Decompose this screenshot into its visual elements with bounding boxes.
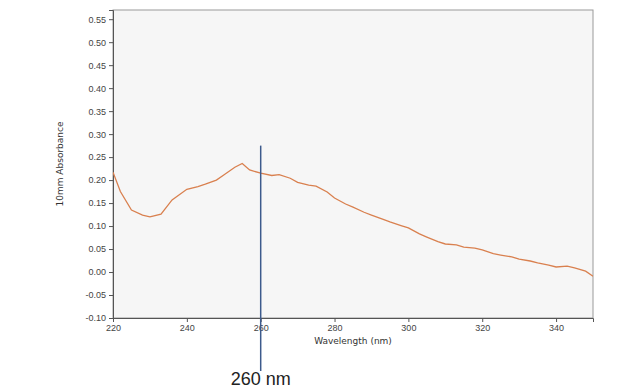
y-tick-label: 0.00: [88, 267, 106, 277]
x-tick-label: 320: [475, 323, 490, 333]
y-axis: -0.10 -0.05 0.00 0.05 0.10 0.15 0.20 0.25 0.30 0.…: [85, 11, 113, 324]
y-tick: 0.20: [88, 175, 113, 185]
y-tick: 0.25: [88, 152, 113, 162]
y-tick-label: 0.35: [88, 107, 106, 117]
chart: -0.10 -0.05 0.00 0.05 0.10 0.15 0.20 0.25 0.30 0.…: [0, 0, 642, 389]
plot-area: [113, 164, 593, 277]
y-tick-mark: [109, 157, 113, 158]
y-axis-title: 10mm Absorbance: [55, 121, 65, 206]
x-tick: 340: [549, 318, 564, 333]
y-tick-label: 0.20: [88, 175, 106, 185]
y-tick-label: 0.30: [88, 129, 106, 139]
y-tick-mark: [109, 226, 113, 227]
annotation-line: [260, 146, 262, 371]
y-tick: 0.50: [88, 38, 113, 48]
x-tick-label: 240: [180, 323, 195, 333]
y-tick-label: -0.05: [85, 290, 106, 300]
y-tick: 0.30: [88, 129, 113, 139]
y-tick-mark: [109, 134, 113, 135]
y-tick-mark: [109, 318, 113, 319]
y-tick: -0.10: [85, 313, 113, 323]
y-tick: 0.45: [88, 61, 113, 71]
y-tick-label: 0.55: [88, 15, 106, 25]
y-tick: 0.35: [88, 107, 113, 117]
y-tick-mark: [109, 295, 113, 296]
y-tick-label: 0.15: [88, 198, 106, 208]
y-tick-mark: [109, 88, 113, 89]
x-tick: 280: [328, 318, 343, 333]
x-tick: 320: [475, 318, 490, 333]
x-tick-mark: [335, 318, 336, 322]
y-tick: -0.05: [85, 290, 113, 300]
y-tick-label: 0.10: [88, 221, 106, 231]
y-tick-mark: [109, 203, 113, 204]
annotation-label: 260 nm: [231, 369, 291, 389]
y-tick-label: 0.25: [88, 152, 106, 162]
y-tick-label: 0.45: [88, 61, 106, 71]
y-tick-mark: [109, 249, 113, 250]
y-tick-mark: [109, 272, 113, 273]
x-tick-label: 340: [549, 323, 564, 333]
x-tick: 220: [106, 318, 121, 333]
y-tick: 0.00: [88, 267, 113, 277]
y-tick: 0.55: [88, 15, 113, 25]
x-axis-title: Wavelength (nm): [314, 336, 392, 346]
y-tick-mark: [109, 65, 113, 66]
x-tick-mark: [113, 318, 114, 322]
x-tick-mark: [408, 318, 409, 322]
y-tick: 0.40: [88, 84, 113, 94]
y-tick-label: 0.40: [88, 84, 106, 94]
x-tick-label: 220: [106, 323, 121, 333]
x-tick: 300: [401, 318, 416, 333]
y-tick-mark: [109, 111, 113, 112]
x-tick-label: 300: [401, 323, 416, 333]
y-tick-label: -0.10: [85, 313, 106, 323]
y-tick-mark: [109, 19, 113, 20]
x-tick-mark: [187, 318, 188, 322]
y-tick-label: 0.05: [88, 244, 106, 254]
y-tick: 0.05: [88, 244, 113, 254]
x-tick-mark: [482, 318, 483, 322]
plot-frame: [113, 10, 593, 318]
y-tick-mark: [109, 180, 113, 181]
spectrum-line: [113, 164, 593, 277]
x-tick: 240: [180, 318, 195, 333]
x-tick-mark: [556, 318, 557, 322]
x-axis-line: [114, 319, 594, 323]
x-tick-label: 280: [328, 323, 343, 333]
y-axis-line: [109, 11, 114, 319]
y-tick: 0.10: [88, 221, 113, 231]
y-tick-label: 0.50: [88, 38, 106, 48]
x-axis: 220240260280300320340: [106, 318, 594, 333]
y-tick-mark: [109, 42, 113, 43]
y-tick: 0.15: [88, 198, 113, 208]
